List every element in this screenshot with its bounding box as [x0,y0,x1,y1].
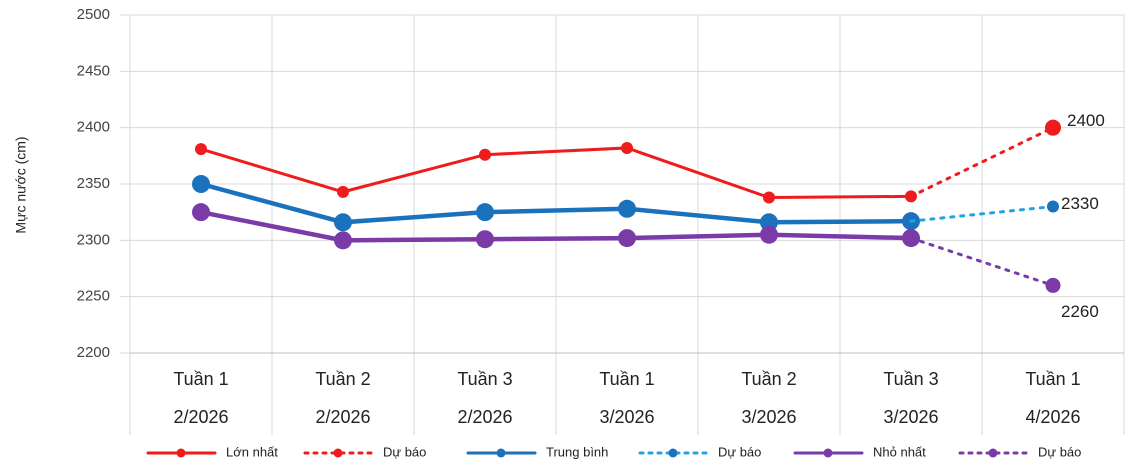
series-line [909,205,1055,223]
data-point [479,148,491,161]
data-point [476,203,494,222]
x-tick-label: 3/2026 [883,407,938,427]
series-line [198,209,914,243]
legend-label: Nhỏ nhất [873,444,926,459]
data-point [195,143,207,156]
data-point [192,203,210,222]
legend-label: Dự báo [1038,444,1081,459]
data-point [476,230,494,249]
data-label: 2400 [1067,111,1105,130]
y-axis-label: Mực nước (cm) [13,136,29,233]
x-tick-label: 2/2026 [173,407,228,427]
y-tick-label: 2200 [77,344,110,361]
data-point [763,191,775,204]
legend-marker [496,448,506,458]
y-tick-label: 2500 [77,6,110,23]
x-tick-label: Tuần 1 [1025,369,1080,389]
series-line [909,126,1055,198]
legend-label: Dự báo [383,444,426,459]
x-tick-label: 4/2026 [1025,407,1080,427]
y-tick-label: 2250 [77,288,110,305]
x-tick-label: 3/2026 [741,407,796,427]
x-tick-label: 2/2026 [457,407,512,427]
x-tick-label: Tuần 2 [741,369,796,389]
data-point [192,175,210,193]
x-tick-label: Tuần 1 [599,369,654,389]
y-tick-label: 2300 [77,231,110,248]
x-tick-label: Tuần 1 [173,369,228,389]
series-line [199,146,913,200]
y-tick-label: 2400 [77,119,110,136]
x-tick-label: 2/2026 [315,407,370,427]
x-tick-label: 3/2026 [599,407,654,427]
data-point [337,185,349,198]
data-point [760,225,778,244]
data-point [760,213,778,232]
data-point [618,199,636,218]
data-point [334,231,352,250]
data-point [334,213,352,232]
legend-marker [668,448,678,458]
legend-label: Trung bình [546,444,608,459]
legend-marker [333,448,343,458]
y-tick-label: 2450 [77,62,110,79]
legend-marker [176,448,186,458]
legend-marker [988,448,998,458]
data-point [1045,119,1061,136]
x-tick-label: Tuần 3 [883,369,938,389]
x-tick-label: Tuần 3 [457,369,512,389]
legend-label: Lớn nhất [226,444,278,459]
data-label: 2260 [1061,302,1099,321]
y-tick-label: 2350 [77,175,110,192]
data-point [621,141,633,154]
data-point [1045,277,1061,293]
data-point [1047,200,1059,213]
legend-marker [823,448,833,458]
data-label: 2330 [1061,194,1099,213]
series-line [198,181,914,225]
data-point [618,229,636,248]
legend-label: Dự báo [718,444,761,459]
x-tick-label: Tuần 2 [315,369,370,389]
